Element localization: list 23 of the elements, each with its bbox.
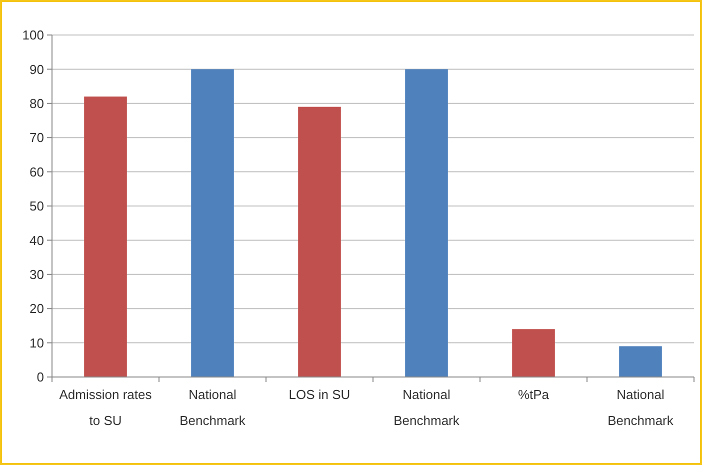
bar	[84, 96, 127, 377]
y-tick-label: 0	[36, 370, 44, 385]
y-tick-label: 50	[30, 198, 44, 214]
y-tick-label: 90	[30, 62, 44, 77]
x-tick-label: %tPa	[518, 387, 550, 402]
bar	[298, 106, 341, 377]
bar	[405, 69, 448, 377]
y-tick-label: 60	[30, 164, 44, 180]
bar	[512, 329, 555, 377]
x-tick-label: National Benchmark	[394, 387, 460, 428]
y-tick-label: 10	[30, 335, 44, 350]
x-tick-label: National Benchmark	[180, 387, 246, 428]
y-tick-label: 40	[30, 232, 44, 248]
x-tick-label: LOS in SU	[288, 387, 350, 402]
bar	[619, 346, 662, 377]
x-tick-label: Admission rates to SU	[59, 387, 152, 428]
bar	[191, 69, 234, 377]
y-tick-label: 70	[30, 130, 44, 146]
y-tick-label: 30	[30, 266, 44, 282]
y-tick-label: 80	[30, 96, 44, 111]
x-tick-label: National Benchmark	[608, 387, 674, 428]
y-tick-label: 20	[30, 301, 44, 316]
y-tick-label: 100	[22, 28, 44, 43]
